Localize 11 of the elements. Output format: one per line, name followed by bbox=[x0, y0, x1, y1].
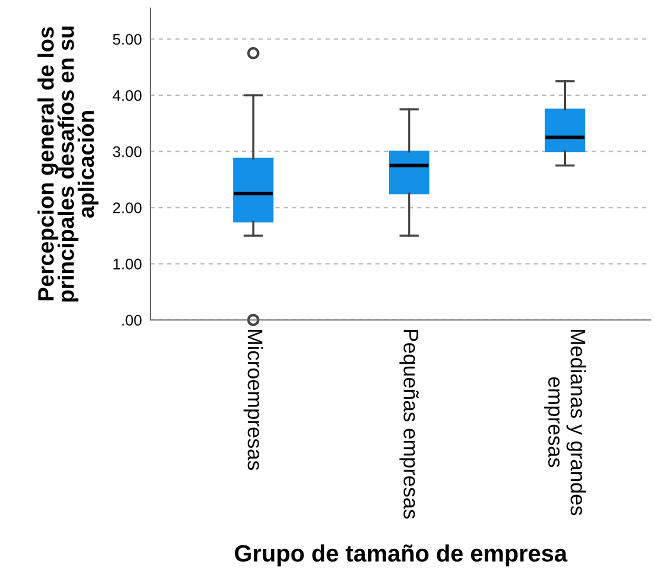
x-tick-label: Medianas y grandes empresas bbox=[544, 330, 586, 516]
x-tick-label: Pequeñas empresas bbox=[399, 330, 419, 519]
x-tick-label: Microempresas bbox=[244, 330, 263, 470]
y-tick-label: 3.00 bbox=[112, 146, 142, 158]
y-tick-label: 4.00 bbox=[112, 90, 142, 101]
y-tick-label: 2.00 bbox=[113, 202, 142, 214]
y-tick-label: .00 bbox=[122, 314, 142, 326]
y-axis-title: Percepcion general de los principales desafíos en su aplicación bbox=[37, 26, 98, 302]
y-tick-label: 1.00 bbox=[114, 258, 142, 270]
x-axis-title: Grupo de tamaño de empresa bbox=[234, 544, 568, 566]
y-tick-label: 5.00 bbox=[112, 34, 142, 45]
